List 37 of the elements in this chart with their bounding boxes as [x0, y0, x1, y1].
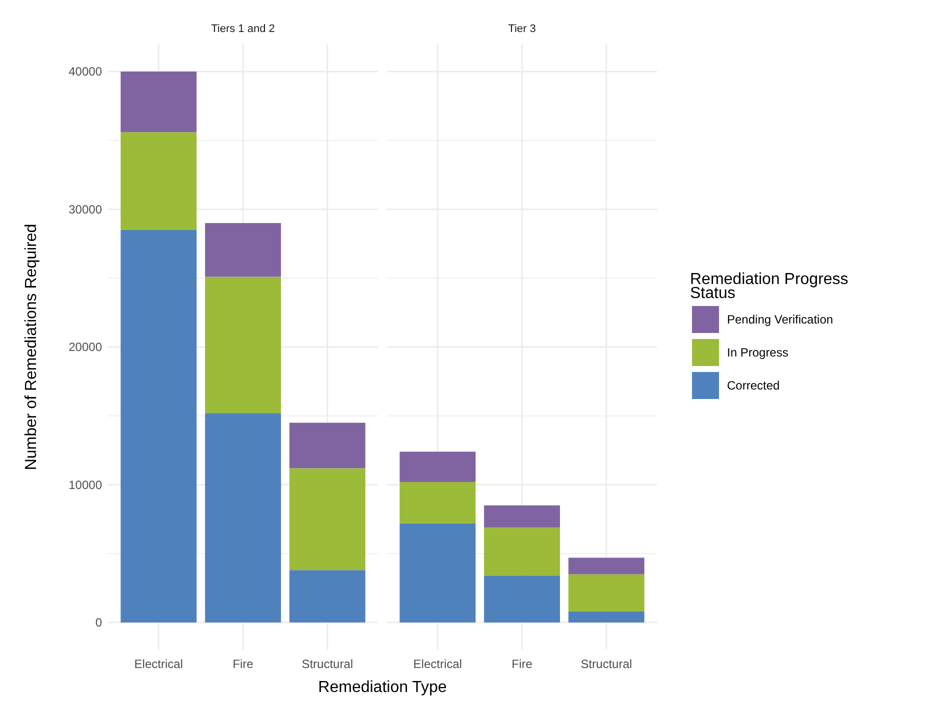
bar — [400, 523, 476, 622]
x-tick-label: Structural — [580, 657, 632, 671]
bar — [400, 482, 476, 524]
chart-title: Tiers 1 and 2 — [211, 23, 275, 35]
legend-label: In Progress — [727, 346, 788, 360]
bar — [120, 230, 197, 622]
bar — [289, 570, 366, 622]
x-tick-label: Electrical — [413, 657, 462, 671]
bar — [120, 72, 197, 132]
bar — [484, 505, 560, 528]
bar — [484, 527, 560, 576]
bar — [400, 452, 476, 482]
y-tick-label: 10000 — [68, 478, 102, 492]
bar — [205, 413, 281, 622]
legend-title: Remediation Progress Status — [690, 271, 848, 302]
bar — [568, 611, 644, 622]
x-axis-title: Remediation Type — [318, 679, 447, 696]
bar — [205, 223, 281, 277]
y-tick-label: 40000 — [68, 64, 102, 79]
bar — [568, 574, 644, 612]
x-tick-label: Fire — [232, 657, 254, 671]
y-tick-label: 20000 — [68, 340, 102, 354]
legend-label: Corrected — [727, 378, 780, 393]
y-tick-label: 0 — [95, 616, 102, 630]
bar — [484, 576, 560, 622]
y-tick-label: 30000 — [68, 202, 102, 216]
bar — [568, 558, 644, 574]
bar — [289, 468, 366, 570]
y-axis-title: Number of Remediations Required — [23, 224, 40, 470]
bar — [120, 132, 197, 230]
bar — [289, 422, 366, 468]
bar — [205, 276, 281, 414]
x-tick-label: Fire — [512, 657, 533, 671]
chart-title: Tier 3 — [508, 23, 536, 35]
x-tick-label: Electrical — [134, 657, 183, 671]
x-tick-label: Structural — [302, 657, 354, 671]
legend-label: Pending Verification — [727, 312, 834, 327]
